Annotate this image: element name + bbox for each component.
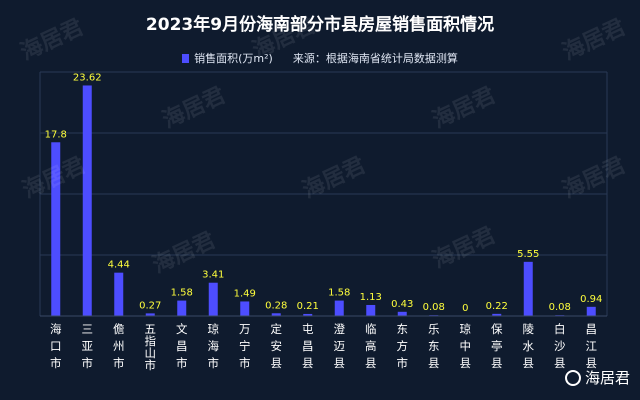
bar [523,261,533,316]
category-label: 昌江县 [586,322,598,370]
data-label: 17.8 [45,129,67,140]
category-label: 琼中县 [460,322,472,370]
brand-badge: 海居君 [564,367,630,388]
legend: 销售面积(万m²) 来源：根据海南省统计局数据测算 [0,50,640,66]
bar [366,304,376,316]
data-label: 0.94 [580,294,602,305]
data-label: 1.13 [360,292,382,303]
data-label: 4.44 [108,260,130,271]
category-label: 儋州市 [113,322,125,370]
legend-series-label: 销售面积(万m²) [194,52,273,65]
bar [114,272,124,316]
category-label: 陵水县 [523,322,535,370]
category-label: 白沙县 [554,322,566,370]
data-label: 0.08 [549,302,571,313]
legend-swatch [182,53,190,63]
bar [82,85,92,316]
data-label: 0.22 [486,301,508,312]
bar [177,300,187,316]
data-source-note: 来源：根据海南省统计局数据测算 [292,52,458,65]
category-label: 文昌市 [176,322,188,370]
category-label: 澄迈县 [334,322,346,370]
data-label: 5.55 [517,249,539,260]
category-label: 定安县 [271,322,283,370]
bar [51,142,61,316]
bar [145,313,155,316]
data-label: 0.27 [139,300,161,311]
brand-name: 海居君 [584,369,630,387]
category-label: 五指山市 [145,322,157,372]
bar [397,311,407,316]
data-label: 1.58 [171,288,193,299]
data-label: 1.58 [328,288,350,299]
bar [334,300,344,316]
data-label: 0.43 [391,299,413,310]
data-label: 23.62 [73,72,102,83]
chart-title: 2023年9月份海南部分市县房屋销售面积情况 [145,15,495,35]
brand-logo-icon [564,369,581,386]
category-label: 临高县 [365,322,377,370]
bar [240,301,250,316]
category-label: 屯昌县 [302,322,314,370]
category-label: 万宁市 [239,322,251,370]
data-label: 0 [462,303,468,314]
category-label: 乐东县 [428,322,440,370]
data-label: 0.28 [265,300,287,311]
data-label: 0.08 [423,302,445,313]
bar [303,313,313,316]
category-label: 海口市 [50,322,62,370]
bar [586,306,596,316]
bar [492,313,502,316]
category-label: 东方市 [397,322,409,370]
bar [271,313,281,316]
category-label: 三亚市 [82,322,94,370]
data-label: 0.21 [297,301,319,312]
category-label: 保亭县 [491,322,503,370]
data-label: 3.41 [202,270,224,281]
data-label: 1.49 [234,288,256,299]
category-label: 琼海市 [208,322,220,370]
bar [208,282,218,316]
